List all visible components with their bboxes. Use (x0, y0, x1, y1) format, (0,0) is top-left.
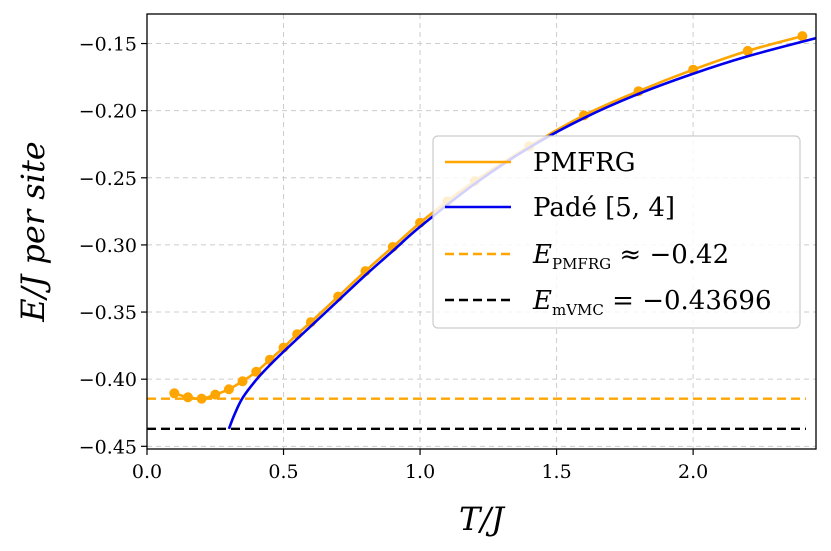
pmfrg-point (196, 393, 207, 404)
pmfrg-point (210, 389, 221, 400)
y-tick-label: −0.30 (79, 235, 137, 257)
y-tick-label: −0.20 (79, 101, 137, 123)
x-tick-label: 2.0 (678, 461, 708, 483)
pmfrg-point (169, 388, 180, 399)
y-tick-label: −0.25 (79, 168, 137, 190)
legend-entry-1: Padé [5, 4] (533, 193, 675, 223)
y-tick-label: −0.40 (79, 369, 137, 391)
pmfrg-point (797, 31, 808, 42)
pmfrg-point (237, 376, 248, 387)
pmfrg-point (223, 384, 234, 395)
pmfrg-point (182, 392, 193, 403)
legend-box (432, 135, 801, 329)
pmfrg-point (251, 366, 262, 377)
legend-entry-3: EmVMC = −0.43696 (532, 286, 772, 319)
y-tick-label: −0.35 (79, 302, 137, 324)
ticks: 0.0 0.5 1.0 1.5 2.0 −0.15 −0.20 −0.25 −0.30 −0.35… (79, 34, 708, 483)
x-tick-label: 0.5 (268, 461, 298, 483)
x-tick-label: 1.0 (405, 461, 435, 483)
x-axis-label: T/J (459, 500, 506, 538)
pade-line (227, 36, 816, 430)
x-tick-label: 0.0 (132, 461, 162, 483)
series-layer (169, 31, 816, 430)
axis-labels: T/J E/J per site (14, 141, 506, 538)
reference-lines (147, 397, 806, 431)
x-tick-label: 1.5 (541, 461, 571, 483)
legend-entry-2: EPMFRG ≈ −0.42 (532, 240, 729, 273)
y-tick-label: −0.45 (79, 436, 137, 458)
y-tick-label: −0.15 (79, 34, 137, 56)
legend: PMFRG Padé [5, 4] EPMFRG ≈ −0.42 EmVMC = −0… (432, 135, 801, 329)
y-axis-label: E/J per site (14, 141, 52, 322)
plot-frame (146, 13, 817, 450)
legend-entry-0: PMFRG (533, 148, 636, 178)
pmfrg-point (742, 45, 753, 56)
